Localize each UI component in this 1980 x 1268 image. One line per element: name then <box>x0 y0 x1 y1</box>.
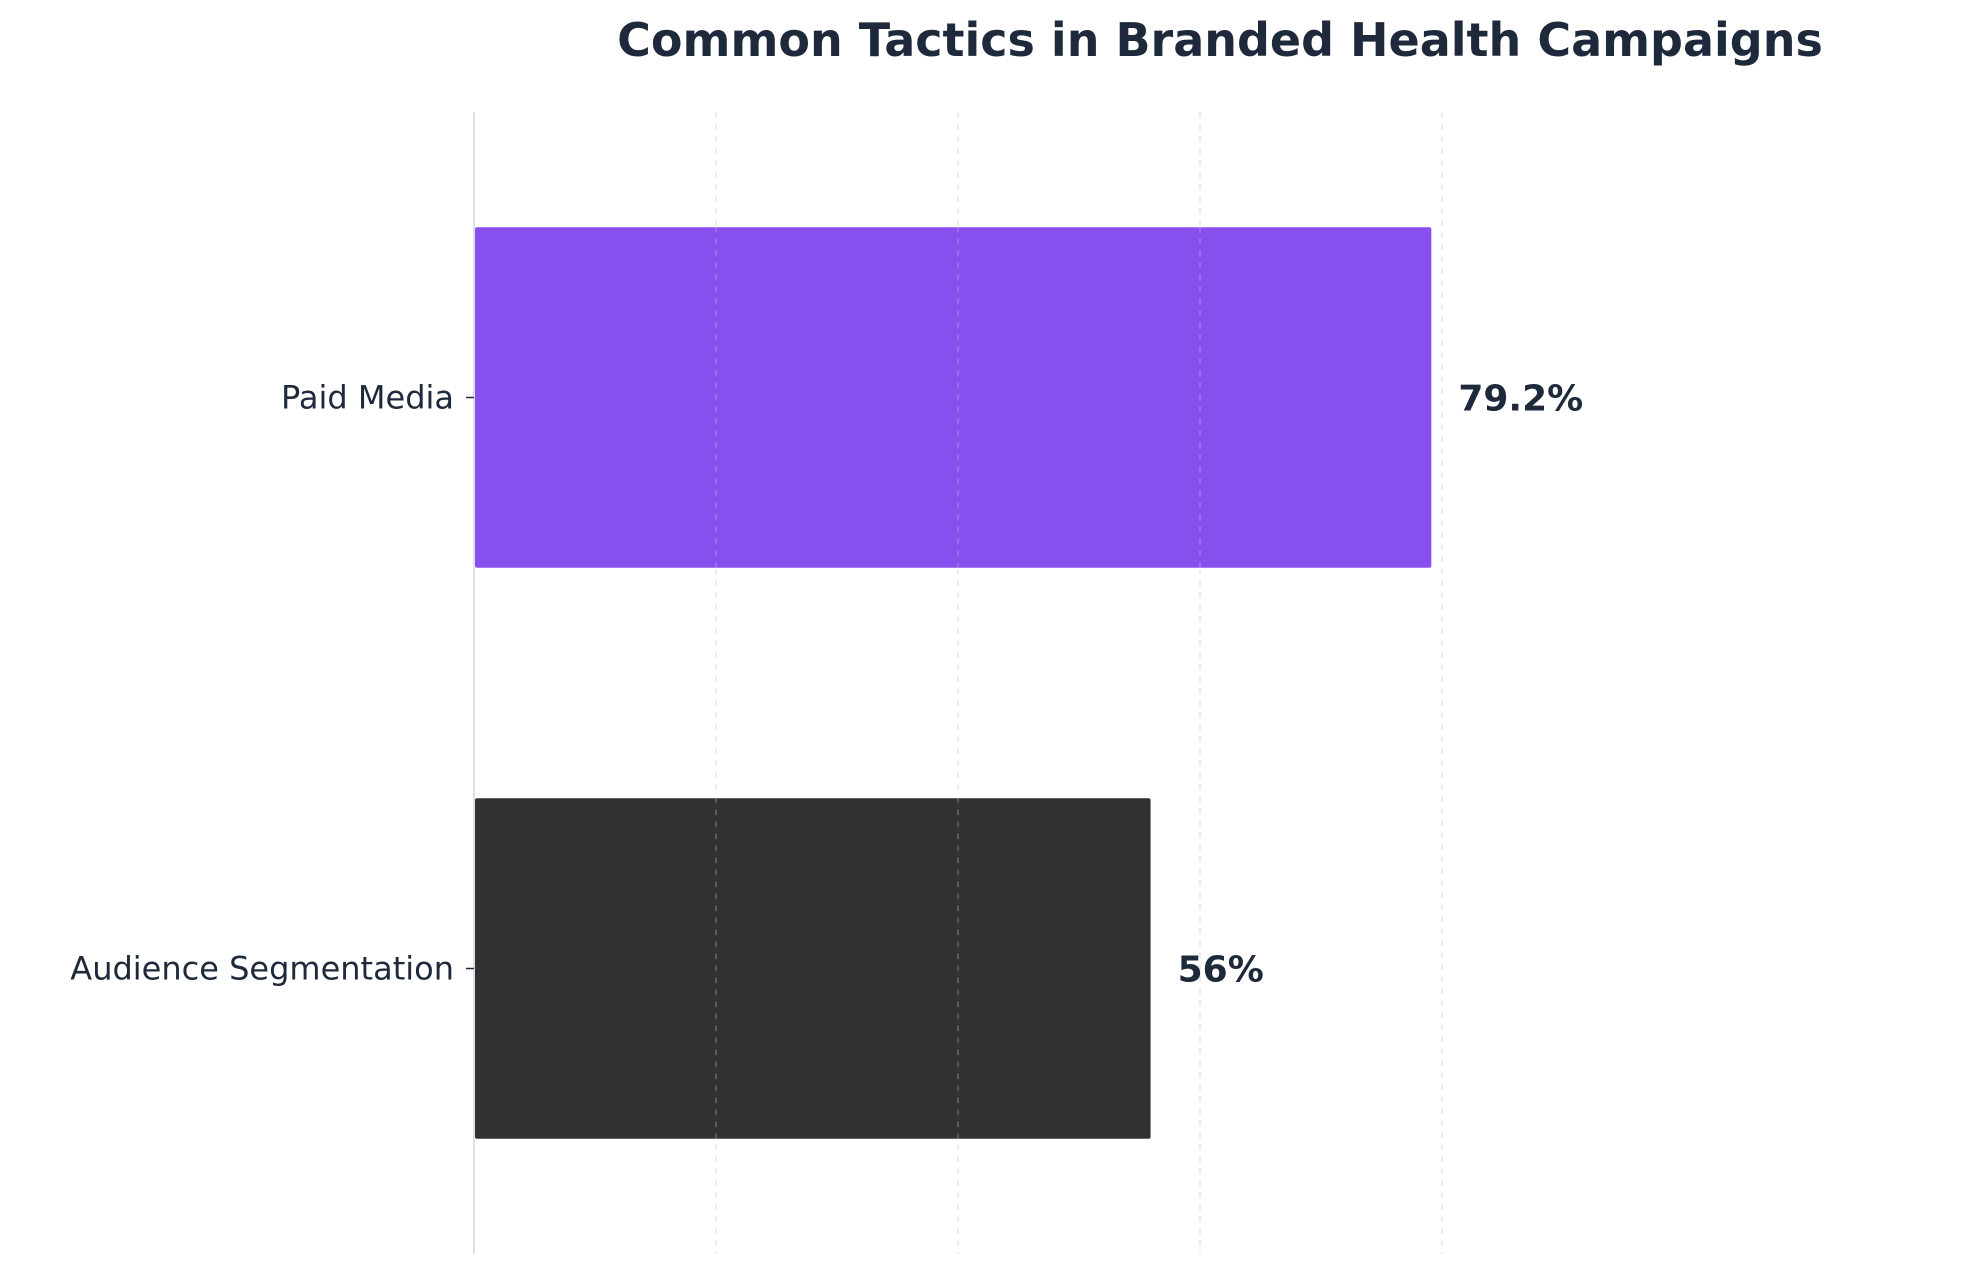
value-label: 79.2% <box>1458 379 1583 420</box>
bars <box>473 225 1434 1141</box>
bar <box>473 225 1434 570</box>
category-label: Audience Segmentation <box>70 950 454 988</box>
bar <box>473 796 1153 1141</box>
value-labels: 79.2% 56% <box>1178 379 1584 991</box>
category-labels: Paid Media Audience Segmentation <box>70 379 474 988</box>
value-label: 56% <box>1178 950 1264 991</box>
category-label: Paid Media <box>281 379 454 417</box>
chart-title: Common Tactics in Branded Health Campaig… <box>617 13 1823 67</box>
grid-overlay <box>715 226 1201 1140</box>
